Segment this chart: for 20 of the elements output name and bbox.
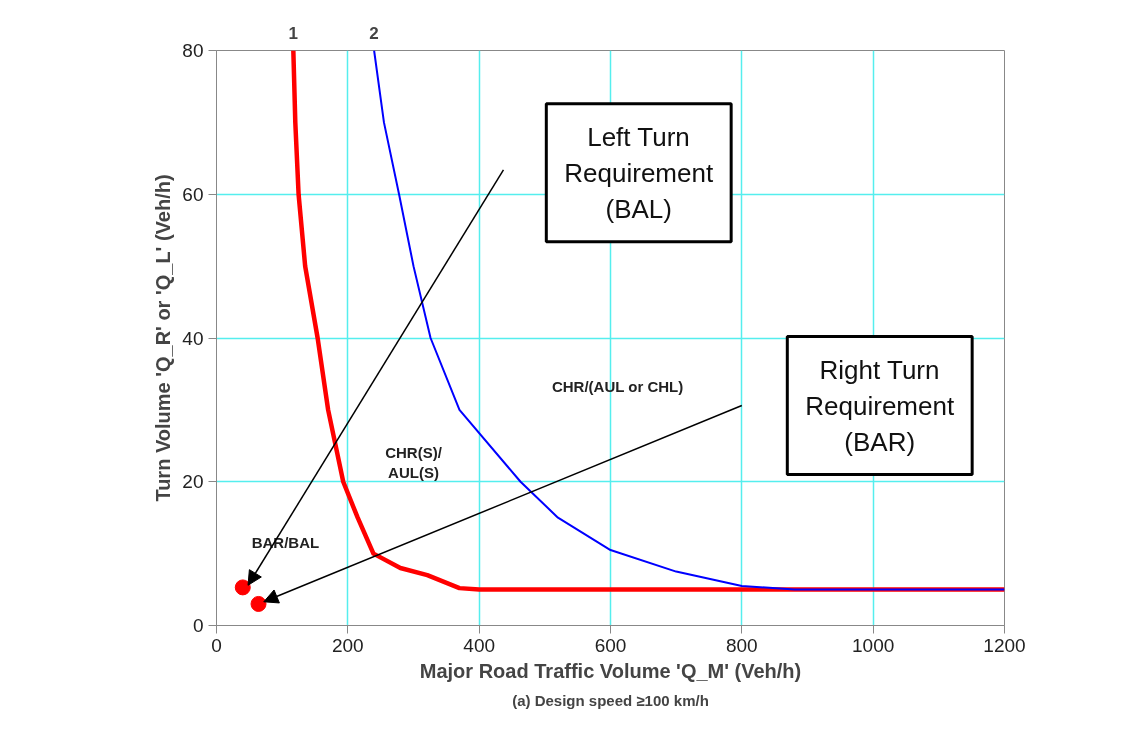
x-tick-label: 400 (463, 634, 496, 656)
x-tick-label: 1200 (983, 634, 1026, 656)
series-label: 1 (288, 23, 299, 43)
y-axis-title: Turn Volume 'Q_R' or 'Q_L' (Veh/h) (152, 174, 175, 502)
x-tick-label: 0 (211, 634, 222, 656)
y-tick-label: 20 (182, 471, 204, 493)
annotation: Left Turn Requirement (BAL) (564, 121, 714, 224)
text: (a) Design speed ≥100 km/h (512, 691, 709, 709)
annotation: CHR(S)/ AUL(S) (385, 443, 443, 482)
y-tick-label: 60 (182, 183, 204, 205)
y-tick-label: 0 (192, 615, 204, 636)
x-axis-title: Major Road Traffic Volume 'Q_M' (Veh/h) (419, 659, 802, 682)
x-tick-label: 600 (594, 634, 627, 656)
x-tick-label: 1000 (852, 634, 895, 656)
x-tick-label: 200 (331, 634, 364, 656)
series-label: 2 (369, 23, 379, 43)
annotation: Right Turn Requirement (BAR) (805, 354, 955, 457)
y-tick-label: 80 (182, 40, 204, 61)
y-tick-label: 40 (182, 327, 204, 349)
x-tick-label: 800 (725, 634, 758, 656)
